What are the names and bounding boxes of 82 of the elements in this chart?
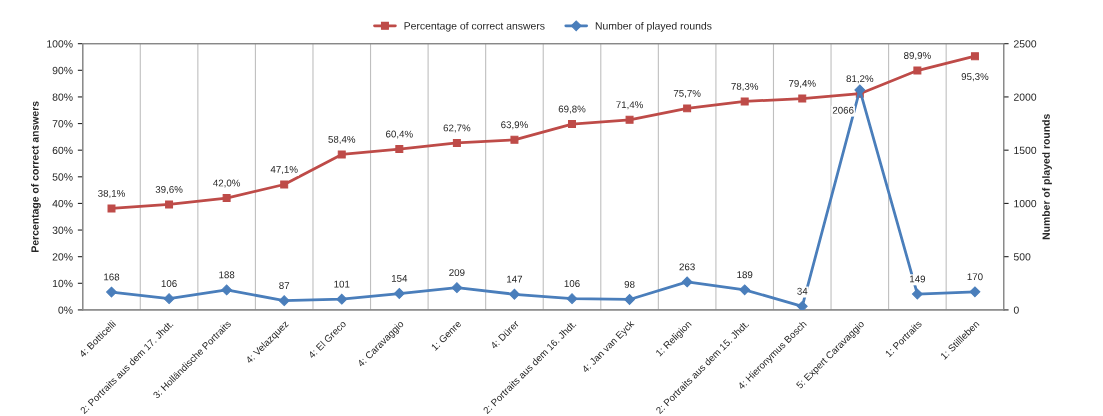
data-label: 263 <box>679 263 695 271</box>
point <box>740 97 749 106</box>
data-label: 188 <box>219 271 235 279</box>
point <box>739 284 751 296</box>
point <box>222 194 231 203</box>
y-tick-label: 40% <box>52 199 73 208</box>
data-label: 149 <box>910 275 926 283</box>
data-label: 38,1% <box>98 189 125 198</box>
data-label: 189 <box>737 271 753 279</box>
point <box>681 276 693 288</box>
data-label: 101 <box>334 280 350 288</box>
data-label: 58,4% <box>328 135 356 144</box>
data-label: 106 <box>161 280 177 287</box>
y-tick-label: 0% <box>58 306 73 314</box>
point <box>683 104 692 113</box>
data-label: 168 <box>104 273 120 281</box>
data-label: 147 <box>507 275 523 283</box>
point <box>336 293 348 305</box>
data-label: 154 <box>391 275 408 282</box>
data-label: 42,0% <box>213 179 241 188</box>
data-label: 75,7% <box>673 89 701 98</box>
point <box>970 52 979 61</box>
point <box>796 300 808 310</box>
data-label: 34 <box>797 287 808 295</box>
point <box>393 288 405 299</box>
y2-tick-label: 1000 <box>1014 199 1037 208</box>
y-tick-label: 60% <box>52 146 73 155</box>
point <box>163 293 175 305</box>
data-label: 98 <box>624 280 635 288</box>
y2-tick-label: 0 <box>1013 306 1019 314</box>
data-label: 78,3% <box>731 82 759 91</box>
point <box>913 66 922 75</box>
y-tick-label: 70% <box>52 120 73 128</box>
y-tick-label: 30% <box>52 226 73 234</box>
point <box>221 284 233 296</box>
legend-label: Percentage of correct answers <box>404 21 545 32</box>
data-label: 95,3% <box>961 73 989 82</box>
y-tick-label: 50% <box>52 173 73 181</box>
data-label: 79,4% <box>788 80 816 89</box>
point <box>452 139 461 147</box>
point <box>911 288 923 300</box>
y-tick-label: 10% <box>52 279 73 288</box>
point <box>165 200 174 209</box>
data-label: 47,1% <box>270 166 298 175</box>
y-tick-label: 20% <box>52 253 73 261</box>
legend-label: Number of played rounds <box>595 21 712 32</box>
data-label: 39,6% <box>155 185 183 194</box>
point <box>510 135 519 144</box>
point <box>969 286 981 298</box>
point <box>451 282 463 294</box>
data-label: 81,2% <box>846 75 874 84</box>
y2-axis-title: Number of played rounds <box>1042 114 1052 240</box>
point <box>625 115 634 124</box>
point <box>509 288 520 300</box>
y-axis-title: Percentage of correct answers <box>31 101 41 252</box>
data-label: 62,7% <box>443 124 471 133</box>
data-label: 60,4% <box>386 130 413 139</box>
y2-tick-label: 500 <box>1013 253 1031 261</box>
y2-tick-label: 2500 <box>1013 40 1037 48</box>
point <box>106 286 117 298</box>
point <box>280 180 289 189</box>
data-label: 170 <box>967 273 983 281</box>
data-label: 209 <box>449 269 465 277</box>
data-label: 69,8% <box>558 105 586 114</box>
y2-tick-label: 2000 <box>1013 93 1037 101</box>
y-tick-label: 80% <box>52 93 73 101</box>
data-label: 87 <box>279 282 290 290</box>
point <box>568 120 576 129</box>
y-tick-label: 90% <box>52 66 73 75</box>
y2-tick-label: 1500 <box>1014 146 1037 155</box>
data-label: 89,9% <box>904 52 931 61</box>
data-label: 106 <box>564 280 580 287</box>
data-label: 63,9% <box>501 121 528 130</box>
data-label: 71,4% <box>616 101 644 110</box>
point <box>798 94 807 103</box>
point <box>624 294 635 305</box>
point <box>278 295 290 307</box>
data-label: 2066 <box>832 106 854 114</box>
y-tick-label: 100% <box>47 40 73 48</box>
point <box>566 293 578 305</box>
point <box>395 145 404 154</box>
point <box>337 150 346 159</box>
